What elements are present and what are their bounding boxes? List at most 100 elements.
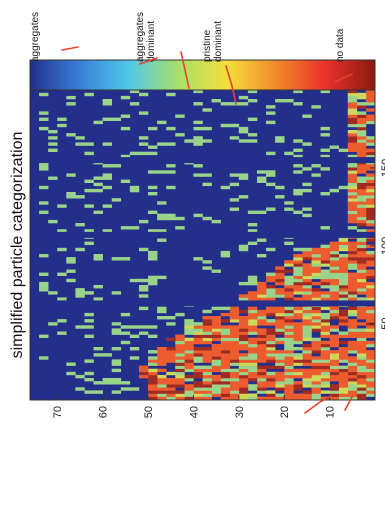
heatmap-cell [338,278,349,283]
heatmap-cell [157,142,167,146]
heatmap-cell [57,331,67,335]
heatmap-cell [311,309,321,314]
heatmap-cell [311,359,321,363]
heatmap-cell [120,226,131,230]
heatmap-cell [320,297,330,301]
heatmap-cell [356,393,367,397]
heatmap-cell [311,362,321,366]
heatmap-cell [365,120,376,125]
heatmap-cell [320,253,330,258]
heatmap-cell [157,393,167,397]
heatmap-cell [320,291,330,295]
heatmap-cell [365,371,376,376]
heatmap-cell [102,173,113,177]
heatmap-cell [320,377,330,382]
heatmap-cell [220,356,231,360]
heatmap-cell [111,257,122,261]
heatmap-cell [320,126,330,131]
heatmap-cell [211,98,221,103]
heatmap-cell [320,294,330,298]
heatmap-cell [311,322,321,326]
heatmap-cell [84,204,94,208]
heatmap-cell [356,170,367,174]
heatmap-cell [356,219,367,224]
heatmap-cell [129,185,140,190]
heatmap-cell [211,362,221,366]
heatmap-cell [84,179,94,183]
heatmap-cell [39,272,49,276]
heatmap-cell [229,102,240,106]
heatmap-cell [256,365,267,369]
heatmap-cell [266,374,276,379]
heatmap-cell [247,359,258,363]
heatmap-cell [220,374,231,379]
heatmap-cell [238,102,249,106]
heatmap-cell [329,281,339,286]
heatmap-cell [166,216,176,221]
heatmap-cell [220,331,231,335]
heatmap-cell [247,368,258,373]
heatmap-cell [365,384,376,388]
heatmap-cell [365,331,376,335]
heatmap-cell [293,381,303,385]
heatmap-cell [338,359,349,363]
heatmap-cell [293,278,303,283]
heatmap-cell [320,328,330,332]
heatmap-cell [266,353,276,357]
heatmap-cell [66,102,76,106]
heatmap-cell [202,371,212,376]
heatmap-cell [111,164,122,168]
heatmap-cell [184,331,194,335]
heatmap-cell [356,123,367,128]
heatmap-cell [302,337,312,342]
heatmap-cell [365,164,376,168]
heatmap-cell [284,337,294,342]
heatmap-cell [39,92,49,97]
heatmap-cell [256,390,267,394]
heatmap-cell [356,216,367,221]
heatmap-cell [302,343,312,348]
heatmap-cell [39,356,49,360]
heatmap-cell [302,167,312,171]
heatmap-cell [302,371,312,376]
heatmap-cell [284,98,294,103]
heatmap-cell [338,297,349,301]
colorbar-labels: aggregates aggregatesdominant pristinedomi… [30,12,346,62]
heatmap-cell [311,173,321,177]
heatmap-cell [365,195,376,199]
heatmap-cell [356,204,367,208]
heatmap-cell [211,316,221,320]
heatmap-cell [129,188,140,193]
heatmap-cell [356,151,367,156]
heatmap-cell [266,340,276,345]
heatmap-cell [211,368,221,373]
heatmap-cell [302,381,312,385]
heatmap-cell [238,343,249,348]
heatmap-cell [148,145,158,149]
colorbar-label: aggregates [30,12,41,62]
heatmap-cell [184,356,194,360]
heatmap-cell [256,210,267,214]
heatmap-cell [193,120,203,125]
heatmap-cell [329,145,339,149]
heatmap-cell [275,275,285,280]
heatmap-cell [247,356,258,360]
heatmap-cell [266,111,276,115]
heatmap-cell [365,207,376,211]
heatmap-cell [247,374,258,379]
heatmap-cell [365,325,376,329]
heatmap-cell [66,260,76,264]
heatmap-cell [175,114,185,118]
heatmap-cell [356,176,367,180]
heatmap-cell [229,384,240,388]
heatmap-cell [356,365,367,369]
heatmap-cell [247,325,258,329]
heatmap-cell [356,384,367,388]
heatmap-cell [356,371,367,376]
heatmap-cell [220,250,231,255]
heatmap-cell [256,291,267,295]
heatmap-cell [266,390,276,394]
heatmap-cell [220,396,231,400]
heatmap-cell [329,340,339,345]
heatmap-cell [293,393,303,397]
